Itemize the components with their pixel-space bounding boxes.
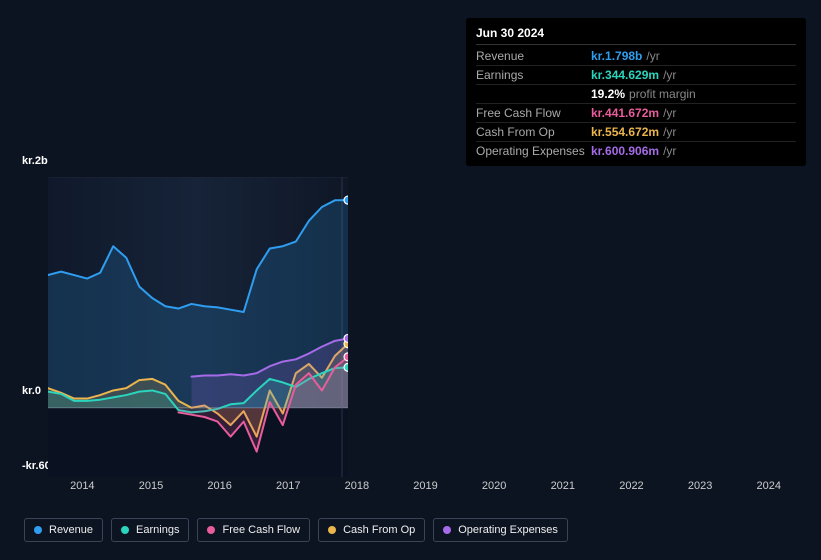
tooltip-row: Operating Expenseskr.600.906m/yr [476, 142, 796, 160]
x-tick: 2020 [460, 480, 529, 500]
legend-dot [443, 526, 451, 534]
tooltip-row-suffix: /yr [646, 49, 659, 63]
tooltip-row-suffix: /yr [663, 125, 676, 139]
tooltip-row-value: kr.554.672m [591, 125, 659, 139]
legend-item-cfo[interactable]: Cash From Op [318, 518, 425, 542]
tooltip-row-suffix: profit margin [629, 87, 696, 101]
y-label-top: kr.2b [22, 155, 48, 167]
chart-plot[interactable] [48, 177, 348, 477]
legend-item-opex[interactable]: Operating Expenses [433, 518, 568, 542]
legend-item-fcf[interactable]: Free Cash Flow [197, 518, 310, 542]
tooltip-row-value: kr.344.629m [591, 68, 659, 82]
legend-item-earnings[interactable]: Earnings [111, 518, 189, 542]
chart-area: kr.2b kr.0 -kr.600m [18, 155, 803, 480]
x-tick: 2015 [117, 480, 186, 500]
legend-label: Earnings [136, 524, 179, 536]
legend-dot [34, 526, 42, 534]
tooltip-panel: Jun 30 2024 Revenuekr.1.798b/yrEarningsk… [466, 18, 806, 166]
x-tick: 2017 [254, 480, 323, 500]
legend-dot [328, 526, 336, 534]
tooltip-row-suffix: /yr [663, 68, 676, 82]
tooltip-row-value: 19.2% [591, 87, 625, 101]
tooltip-row-value: kr.600.906m [591, 144, 659, 158]
x-tick: 2016 [185, 480, 254, 500]
legend-label: Cash From Op [343, 524, 415, 536]
tooltip-row-label: Revenue [476, 49, 591, 63]
tooltip-row: 19.2% profit margin [476, 85, 796, 104]
tooltip-row-label: Operating Expenses [476, 144, 591, 158]
x-tick: 2022 [597, 480, 666, 500]
tooltip-row: Revenuekr.1.798b/yr [476, 47, 796, 66]
legend-item-revenue[interactable]: Revenue [24, 518, 103, 542]
tooltip-row-label: Free Cash Flow [476, 106, 591, 120]
tooltip-row-label: Cash From Op [476, 125, 591, 139]
tooltip-date: Jun 30 2024 [476, 26, 796, 45]
tooltip-row-label [476, 87, 591, 101]
tooltip-row-suffix: /yr [663, 106, 676, 120]
tooltip-row-suffix: /yr [663, 144, 676, 158]
x-axis: 2014201520162017201820192020202120222023… [48, 480, 803, 500]
legend-label: Revenue [49, 524, 93, 536]
legend-label: Free Cash Flow [222, 524, 300, 536]
tooltip-row: Free Cash Flowkr.441.672m/yr [476, 104, 796, 123]
x-tick: 2021 [528, 480, 597, 500]
tooltip-row: Cash From Opkr.554.672m/yr [476, 123, 796, 142]
tooltip-row-label: Earnings [476, 68, 591, 82]
x-tick: 2018 [323, 480, 392, 500]
tooltip-row-value: kr.441.672m [591, 106, 659, 120]
x-tick: 2023 [666, 480, 735, 500]
legend-label: Operating Expenses [458, 524, 558, 536]
legend-dot [121, 526, 129, 534]
tooltip-row: Earningskr.344.629m/yr [476, 66, 796, 85]
x-tick: 2019 [391, 480, 460, 500]
y-label-zero: kr.0 [22, 385, 41, 397]
x-tick: 2014 [48, 480, 117, 500]
legend: Revenue Earnings Free Cash Flow Cash From O… [24, 518, 568, 542]
tooltip-row-value: kr.1.798b [591, 49, 642, 63]
tooltip-rows: Revenuekr.1.798b/yrEarningskr.344.629m/y… [476, 47, 796, 160]
x-tick: 2024 [734, 480, 803, 500]
legend-dot [207, 526, 215, 534]
